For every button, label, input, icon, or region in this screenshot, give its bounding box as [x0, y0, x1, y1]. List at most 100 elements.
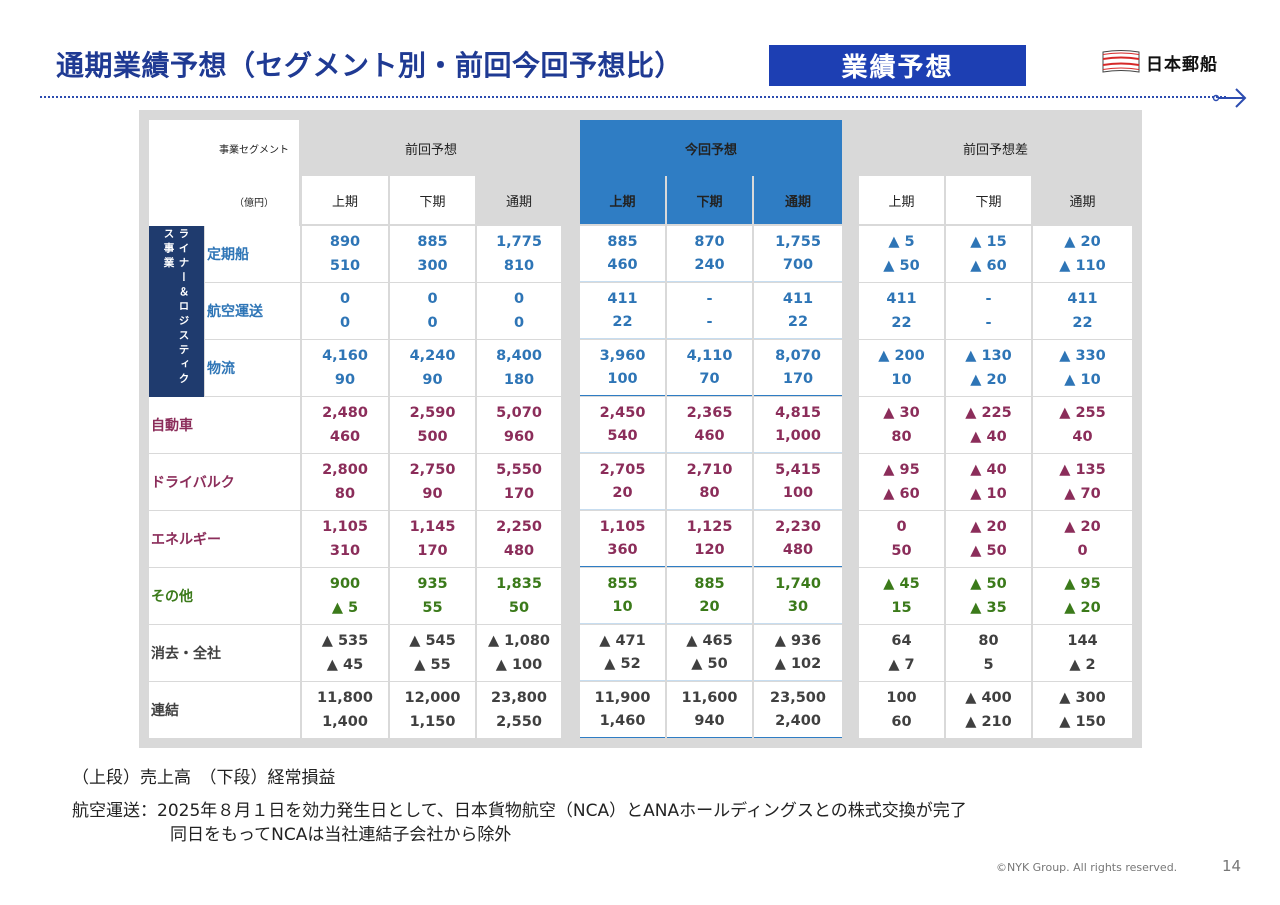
- profit-value: 510: [329, 257, 361, 274]
- profit-value: ▲ 40: [970, 428, 1007, 445]
- profit-value: 60: [891, 713, 912, 730]
- table-cell: 23,500 2,400: [754, 682, 842, 738]
- air-note-line2: 同日をもってNCAは当社連結子会社から除外: [170, 825, 512, 845]
- sales-value: 5,550: [496, 461, 542, 478]
- table-cell: ▲ 300 ▲ 150: [1033, 682, 1132, 738]
- table-cell: ▲ 130 ▲ 20: [946, 340, 1031, 396]
- profit-value: 30: [787, 599, 809, 615]
- sales-value: 4,160: [322, 347, 368, 364]
- segment-label: 自動車: [149, 397, 300, 453]
- sales-value: 1,105: [599, 518, 646, 535]
- table-cell: ▲ 535 ▲ 45: [302, 625, 388, 681]
- sales-value: ▲ 300: [1059, 689, 1106, 706]
- table-cell: 2,800 80: [302, 454, 388, 510]
- profit-value: 500: [417, 428, 448, 445]
- profit-value: ▲ 20: [1064, 599, 1101, 616]
- table-cell: ▲ 471 ▲ 52: [580, 625, 665, 681]
- sales-value: 5,415: [775, 461, 821, 478]
- sales-value: 0: [896, 518, 907, 535]
- table-cell: ▲ 50 ▲ 35: [946, 568, 1031, 624]
- sales-value: ▲ 330: [1059, 347, 1106, 364]
- sales-value: 890: [329, 233, 361, 250]
- table-cell: 2,750 90: [390, 454, 475, 510]
- table-cell: 5,070 960: [477, 397, 561, 453]
- sales-value: 0: [427, 290, 438, 307]
- sales-value: 23,800: [491, 689, 547, 706]
- sales-value: ▲ 465: [686, 632, 733, 649]
- profit-value: 90: [422, 371, 443, 388]
- table-cell: 11,900 1,460: [580, 682, 665, 738]
- table-cell: 890 510: [302, 226, 388, 282]
- sales-value: 2,590: [409, 404, 456, 421]
- sales-value: 1,145: [409, 518, 456, 535]
- sales-value: ▲ 20: [1064, 518, 1101, 535]
- table-cell: 1,105 310: [302, 511, 388, 567]
- sales-value: 100: [886, 689, 917, 706]
- table-cell: ▲ 30 80: [859, 397, 944, 453]
- sales-value: ▲ 95: [1064, 575, 1101, 592]
- table-cell: 411 22: [859, 283, 944, 339]
- segment-label: 連結: [149, 682, 300, 738]
- sales-value: ▲ 50: [970, 575, 1007, 592]
- segment-label: その他: [149, 568, 300, 624]
- sales-value: ▲ 1,080: [487, 632, 551, 649]
- table-cell: 1,125 120: [667, 511, 752, 567]
- table-cell: 885 20: [667, 568, 752, 624]
- table-cell: 411 22: [1033, 283, 1132, 339]
- copyright: ©NYK Group. All rights reserved.: [996, 861, 1178, 874]
- sales-value: ▲ 40: [970, 461, 1007, 478]
- table-cell: ▲ 255 40: [1033, 397, 1132, 453]
- table-cell: 1,755 700: [754, 226, 842, 282]
- segment-header: 事業セグメント: [149, 120, 299, 176]
- forecast-table: 事業セグメント （億円） 前回予想 今回予想 前回予想差 上期 下期 通期 上期 下期通…: [139, 110, 1142, 748]
- sales-value: 885: [694, 575, 725, 592]
- table-cell: 885 460: [580, 226, 665, 282]
- sales-value: ▲ 471: [599, 632, 646, 649]
- profit-value: ▲ 210: [965, 713, 1012, 730]
- sales-value: ▲ 255: [1059, 404, 1106, 421]
- sales-value: ▲ 200: [878, 347, 925, 364]
- sales-value: 2,480: [322, 404, 368, 421]
- group-difference: 前回予想差: [859, 120, 1132, 176]
- sales-value: 5,070: [496, 404, 542, 421]
- profit-value: ▲ 150: [1059, 713, 1106, 730]
- profit-value: 940: [694, 713, 725, 729]
- profit-value: 50: [508, 599, 530, 616]
- page-number: 14: [1222, 857, 1242, 875]
- segment-label: 定期船: [205, 226, 300, 282]
- sales-value: 2,250: [496, 518, 542, 535]
- sales-value: 11,600: [681, 689, 738, 706]
- profit-value: 80: [891, 428, 912, 445]
- sales-value: ▲ 130: [965, 347, 1012, 364]
- sales-value: ▲ 15: [970, 233, 1007, 250]
- table-cell: 4,240 90: [390, 340, 475, 396]
- unit-label: （億円）: [149, 176, 299, 226]
- profit-value: 170: [503, 485, 535, 502]
- profit-value: ▲ 60: [883, 485, 920, 502]
- period-header: 上期: [859, 176, 944, 224]
- profit-value: 310: [329, 542, 361, 559]
- profit-value: 20: [612, 485, 633, 501]
- profit-value: ▲ 10: [1064, 371, 1101, 388]
- period-header: 上期: [302, 176, 388, 224]
- table-cell: ▲ 330 ▲ 10: [1033, 340, 1132, 396]
- air-note-line1: 航空運送：2025年８月１日を効力発生日として、日本貨物航空（NCA）とANAホ…: [72, 801, 967, 821]
- profit-value: 40: [1072, 428, 1093, 445]
- table-cell: 8,400 180: [477, 340, 561, 396]
- table-cell: 411 22: [754, 283, 842, 339]
- table-cell: 2,230 480: [754, 511, 842, 567]
- table-cell: 2,250 480: [477, 511, 561, 567]
- sales-value: 855: [607, 575, 638, 592]
- sales-value: 11,900: [594, 689, 651, 706]
- profit-value: 10: [891, 371, 912, 388]
- profit-value: 240: [694, 257, 725, 273]
- sales-value: ▲ 545: [409, 632, 456, 649]
- sales-value: 23,500: [770, 689, 826, 706]
- sales-value: 8,400: [496, 347, 542, 364]
- table-cell: 11,800 1,400: [302, 682, 388, 738]
- profit-value: 540: [607, 428, 638, 444]
- profit-value: 90: [334, 371, 356, 388]
- profit-value: 100: [782, 485, 814, 501]
- table-cell: 1,740 30: [754, 568, 842, 624]
- profit-value: 100: [607, 371, 638, 387]
